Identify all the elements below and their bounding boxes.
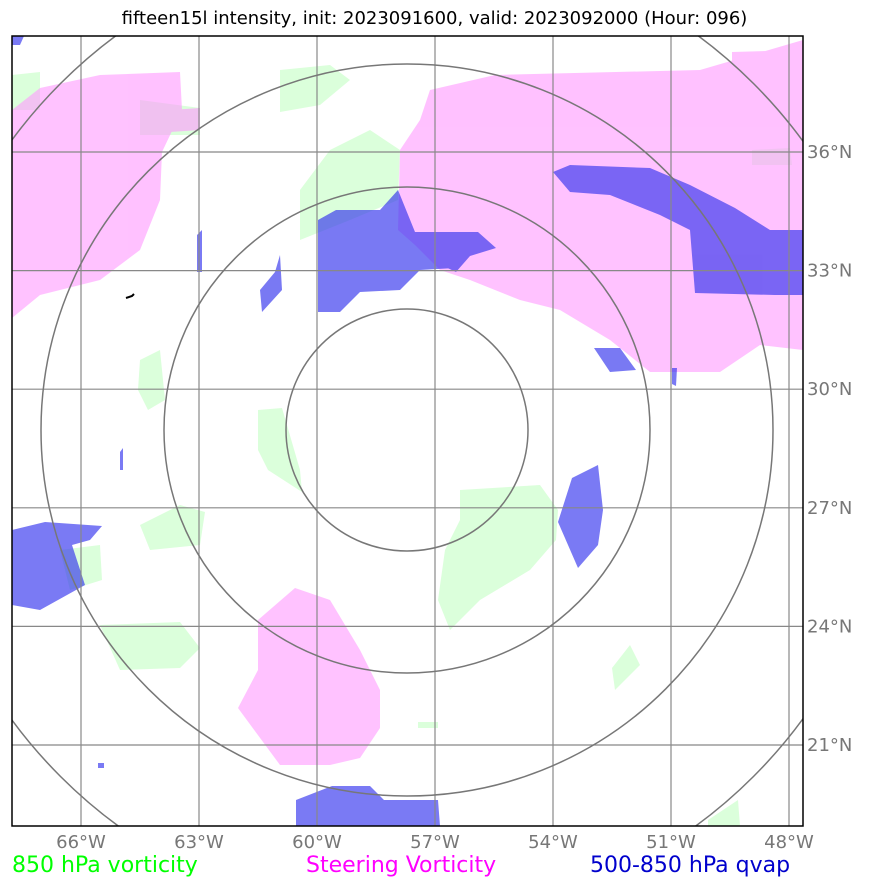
legend-qvap: 500-850 hPa qvap [590, 853, 790, 878]
latitude-label: 21°N [807, 735, 852, 756]
longitude-label: 48°W [764, 832, 814, 853]
latitude-label: 30°N [807, 379, 852, 400]
map-canvas: 66°W 63°W 60°W 57°W 54°W 51°W 48°W 36°N 33°N 30°… [0, 0, 869, 891]
longitude-labels: 66°W 63°W 60°W 57°W 54°W 51°W 48°W [56, 832, 814, 853]
longitude-label: 57°W [410, 832, 460, 853]
longitude-label: 54°W [528, 832, 578, 853]
latitude-label: 27°N [807, 498, 852, 519]
longitude-label: 60°W [292, 832, 342, 853]
longitude-label: 51°W [646, 832, 696, 853]
latitude-label: 33°N [807, 261, 852, 282]
longitude-label: 66°W [56, 832, 106, 853]
latitude-label: 24°N [807, 616, 852, 637]
latitude-labels: 36°N 33°N 30°N 27°N 24°N 21°N [807, 142, 852, 756]
legend-steering-vorticity: Steering Vorticity [306, 853, 496, 878]
latitude-label: 36°N [807, 142, 852, 163]
longitude-label: 63°W [174, 832, 224, 853]
coastline-fragment [126, 294, 134, 298]
legend-vorticity-850: 850 hPa vorticity [12, 853, 198, 878]
